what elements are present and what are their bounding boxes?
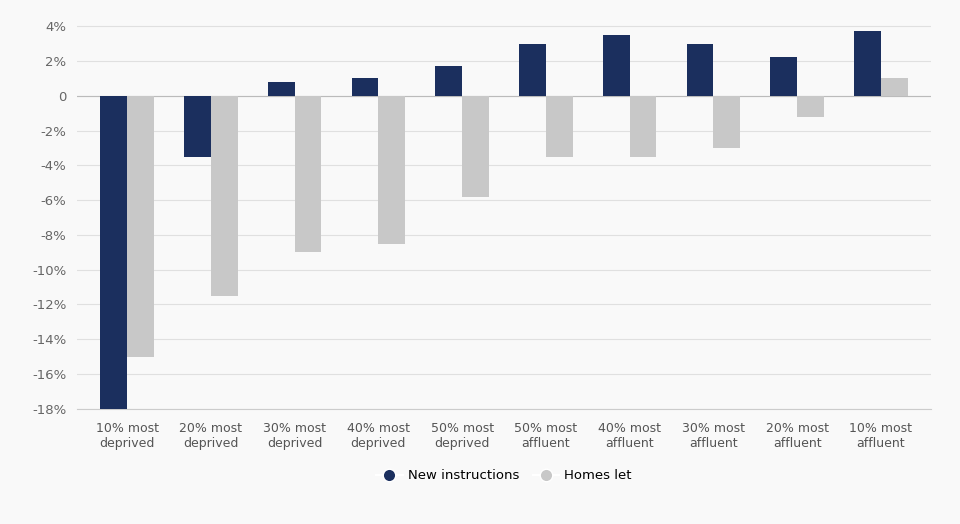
Bar xyxy=(519,43,546,96)
Bar xyxy=(100,96,127,409)
Bar xyxy=(184,96,211,157)
Bar xyxy=(603,35,630,96)
Bar xyxy=(770,58,797,96)
Bar xyxy=(268,82,295,96)
Bar xyxy=(546,96,573,157)
Bar xyxy=(378,96,405,244)
Bar xyxy=(462,96,489,196)
Bar xyxy=(127,96,154,356)
Bar xyxy=(713,96,740,148)
Bar xyxy=(351,79,378,96)
Bar xyxy=(797,96,824,117)
Legend: New instructions, Homes let: New instructions, Homes let xyxy=(371,464,637,487)
Bar xyxy=(435,66,462,96)
Bar xyxy=(295,96,322,252)
Bar xyxy=(630,96,657,157)
Bar xyxy=(854,31,881,96)
Bar xyxy=(211,96,238,296)
Bar xyxy=(686,43,713,96)
Bar xyxy=(881,79,908,96)
